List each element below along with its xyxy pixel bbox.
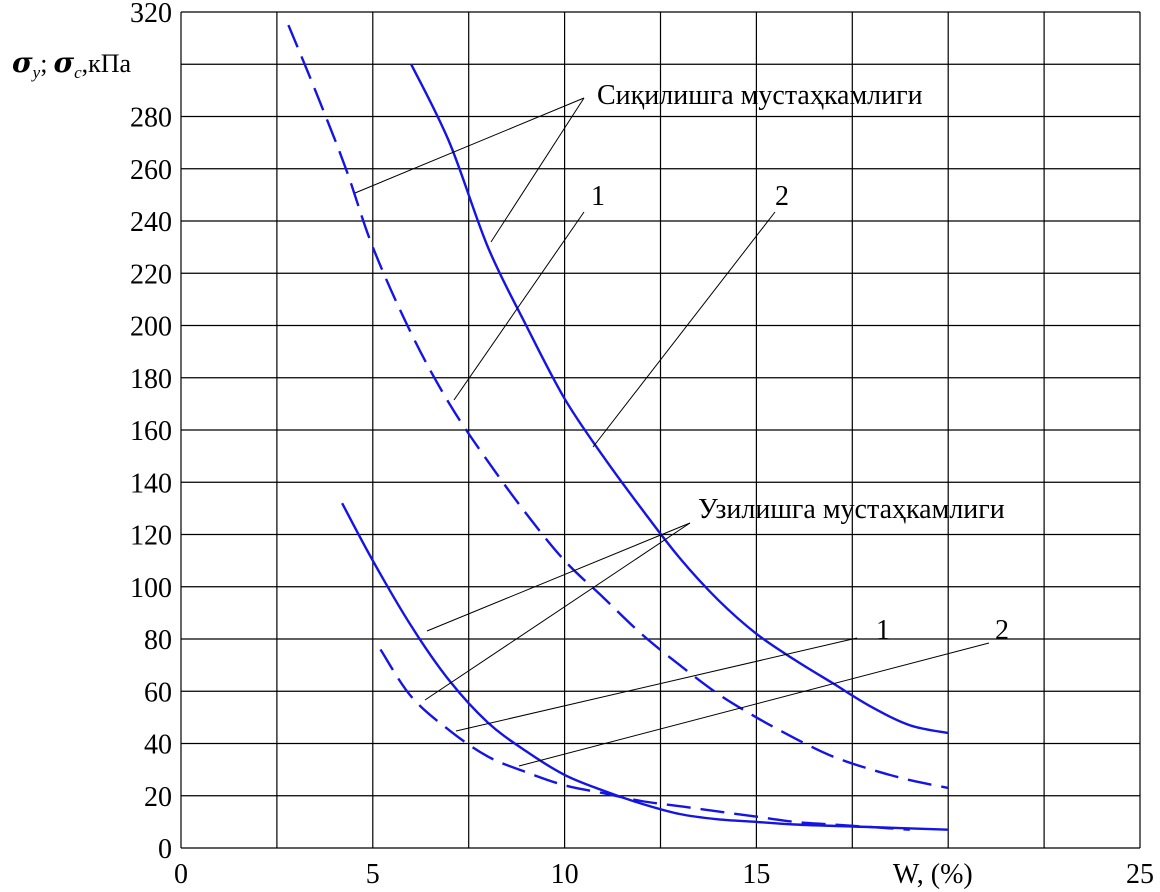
leader-tension-1 (455, 637, 858, 732)
y-tick-label: 280 (130, 103, 172, 134)
leader-compression-b (490, 97, 585, 243)
y-tick-label: 0 (158, 834, 172, 865)
y-tick-label: 200 (130, 312, 172, 343)
curves (287, 24, 949, 831)
tension-label-2: 2 (995, 615, 1009, 646)
x-tick-label: 10 (551, 859, 579, 890)
tension-solid-curve (341, 502, 949, 831)
compression-title: Сиқилишга мустаҳкамлиги (597, 80, 923, 111)
y-tick-label: 240 (130, 207, 172, 238)
y-tick-label: 320 (130, 0, 172, 29)
y-tick-label: 120 (130, 521, 172, 552)
y-tick-label: 160 (130, 416, 172, 447)
tension-title: Узилишга мустаҳкамлиги (698, 494, 1005, 525)
compression-dashed-curve (287, 24, 949, 790)
grid: 0204060801001201401601802002202402602803… (130, 0, 1154, 890)
y-axis-title: σу; σс,кПа (12, 46, 132, 82)
leader-tension-2 (518, 642, 990, 767)
leader-compression-a (354, 97, 585, 194)
compression-label-1: 1 (591, 181, 605, 212)
x-tick-label: 15 (742, 859, 770, 890)
y-tick-label: 60 (144, 677, 172, 708)
y-tick-label: 20 (144, 782, 172, 813)
compression-solid-curve (410, 63, 949, 735)
y-tick-label: 260 (130, 155, 172, 186)
y-tick-label: 100 (130, 573, 172, 604)
x-tick-label: 0 (174, 859, 188, 890)
y-tick-label: 40 (144, 730, 172, 761)
x-tick-label: 5 (366, 859, 380, 890)
svg-text:σу;σс,кПа: σу; σс,кПа (12, 46, 132, 82)
y-tick-label: 80 (144, 625, 172, 656)
leader-compression-2 (592, 211, 776, 448)
tension-label-1: 1 (876, 615, 890, 646)
y-tick-label: 140 (130, 468, 172, 499)
annotations: Сиқилишга мустаҳкамлиги 1 2 Узилишга мус… (354, 80, 1009, 767)
leader-tension-a (426, 522, 691, 632)
y-tick-label: 220 (130, 259, 172, 290)
leader-tension-b (424, 522, 691, 701)
x-axis-title: W, (%) (893, 859, 973, 890)
x-tick-label: 25 (1126, 859, 1154, 890)
y-tick-label: 180 (130, 364, 172, 395)
compression-label-2: 2 (775, 181, 789, 212)
leader-compression-1 (453, 211, 585, 401)
tension-dashed-curve (379, 648, 910, 831)
